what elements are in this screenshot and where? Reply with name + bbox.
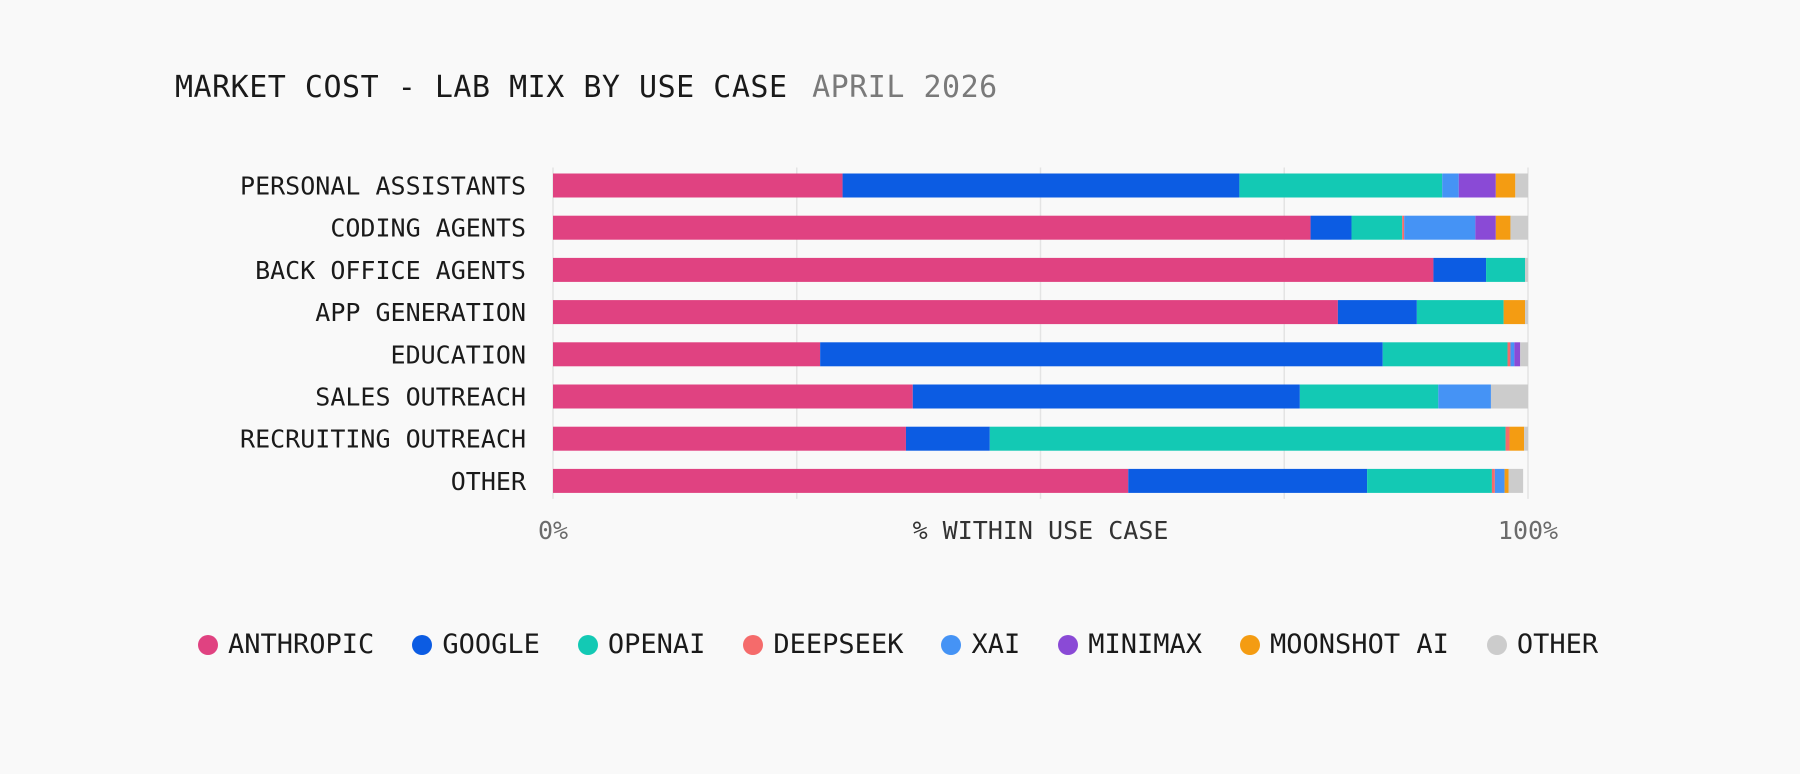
x-tick-label: 100% xyxy=(1498,516,1558,545)
bar-segment-openai xyxy=(1351,215,1403,240)
legend-swatch xyxy=(1240,634,1261,655)
bar-segment-deepseek xyxy=(1402,215,1405,240)
legend-swatch xyxy=(412,634,433,655)
bar-segment-anthropic xyxy=(553,300,1338,325)
legend-swatch xyxy=(743,634,764,655)
legend-item: MINIMAX xyxy=(1058,629,1202,660)
bar-segment-google xyxy=(912,384,1300,409)
legend-item: GOOGLE xyxy=(412,629,540,660)
bar-segment-google xyxy=(1310,215,1352,240)
legend-item: OTHER xyxy=(1486,629,1599,660)
bar-segment-other xyxy=(1510,215,1528,240)
category-label: SALES OUTREACH xyxy=(315,383,526,412)
bar-segment-anthropic xyxy=(553,426,906,451)
bar-segment-other xyxy=(1525,257,1528,282)
legend-item: DEEPSEEK xyxy=(743,629,903,660)
bar-segment-openai xyxy=(1239,173,1443,198)
bar-segment-openai xyxy=(1486,257,1526,282)
bar-segment-openai xyxy=(1382,342,1508,367)
bar-segment-anthropic xyxy=(553,215,1311,240)
bar-segment-other xyxy=(1524,426,1528,451)
legend-swatch xyxy=(941,634,962,655)
bar-segment-other xyxy=(1508,468,1524,493)
category-label: RECRUITING OUTREACH xyxy=(240,425,526,454)
legend-label: MOONSHOT AI xyxy=(1270,629,1449,660)
bar-segment-xai xyxy=(1404,215,1476,240)
legend-label: MINIMAX xyxy=(1088,629,1203,660)
bar-segment-deepseek xyxy=(1491,468,1495,493)
legend-label: OTHER xyxy=(1516,629,1599,660)
category-label: EDUCATION xyxy=(391,340,526,369)
bar-segment-deepseek xyxy=(1507,342,1511,367)
bar-segment-moonshot-ai xyxy=(1504,468,1509,493)
bar-segment-openai xyxy=(1299,384,1439,409)
bar-segment-openai xyxy=(1416,300,1504,325)
bar-segment-deepseek xyxy=(1505,426,1510,451)
bar-segment-xai xyxy=(1510,342,1515,367)
bar-segment-moonshot-ai xyxy=(1509,426,1525,451)
bar-segment-minimax xyxy=(1458,173,1496,198)
bar-segment-other xyxy=(1515,173,1528,198)
bar-segment-google xyxy=(1433,257,1487,282)
legend-swatch xyxy=(198,634,218,655)
bar-segment-other xyxy=(1520,342,1528,367)
chart-subtitle: APRIL 2026 xyxy=(812,70,998,105)
bar-segment-google xyxy=(905,426,990,451)
bar-segment-anthropic xyxy=(553,468,1129,493)
x-axis-label: % WITHIN USE CASE xyxy=(913,516,1169,545)
bar-segment-moonshot-ai xyxy=(1495,215,1511,240)
legend-item: OPENAI xyxy=(577,629,706,660)
legend-swatch xyxy=(1486,634,1507,655)
bar-segment-xai xyxy=(1494,468,1505,493)
bar-segment-google xyxy=(820,342,1383,367)
bar-segment-minimax xyxy=(1514,342,1521,367)
category-labels: PERSONAL ASSISTANTS CODING AGENTS BACK OFF… xyxy=(240,172,527,496)
bar-segment-google xyxy=(1337,300,1417,325)
legend-swatch xyxy=(577,634,598,655)
category-label: PERSONAL ASSISTANTS xyxy=(240,172,526,201)
bar-segment-moonshot-ai xyxy=(1503,300,1526,325)
bar-segment-google xyxy=(842,173,1240,198)
x-tick-label: 0% xyxy=(538,516,568,545)
bar-segments xyxy=(553,173,1528,493)
bar-segment-anthropic xyxy=(553,384,913,409)
bar-segment-openai xyxy=(989,426,1506,451)
bar-segment-anthropic xyxy=(553,257,1434,282)
bar-segment-google xyxy=(1128,468,1368,493)
category-label: APP GENERATION xyxy=(315,298,526,327)
bar-segment-openai xyxy=(1367,468,1492,493)
bar-segment-xai xyxy=(1442,173,1459,198)
bar-segment-anthropic xyxy=(553,342,821,367)
legend-swatch xyxy=(1058,634,1079,655)
bar-segment-moonshot-ai xyxy=(1495,173,1516,198)
bar-segment-anthropic xyxy=(553,173,843,198)
legend-item: MOONSHOT AI xyxy=(1240,629,1449,660)
legend-label: DEEPSEEK xyxy=(773,629,904,660)
legend-label: ANTHROPIC xyxy=(228,629,375,660)
legend-label: GOOGLE xyxy=(442,629,540,660)
legend-label: OPENAI xyxy=(607,629,706,660)
bar-segment-minimax xyxy=(1475,215,1496,240)
category-label: OTHER xyxy=(451,467,527,496)
legend-label: XAI xyxy=(971,629,1021,660)
category-label: CODING AGENTS xyxy=(330,214,526,243)
chart-title-text: MARKET COST - LAB MIX BY USE CASE xyxy=(175,70,788,105)
bar-segment-other xyxy=(1490,384,1528,409)
legend-item: XAI xyxy=(941,629,1020,660)
category-label: BACK OFFICE AGENTS xyxy=(255,256,526,285)
bar-segment-xai xyxy=(1438,384,1491,409)
bar-segment-other xyxy=(1525,300,1528,325)
legend: ANTHROPIC GOOGLE OPENAI DEEPSEEK XAI MINIMAX M… xyxy=(198,629,1636,660)
x-axis: 0% 100% % WITHIN USE CASE xyxy=(538,516,1558,545)
chart-title: MARKET COST - LAB MIX BY USE CASE APRIL … xyxy=(175,70,998,105)
legend-item: ANTHROPIC xyxy=(198,629,374,660)
